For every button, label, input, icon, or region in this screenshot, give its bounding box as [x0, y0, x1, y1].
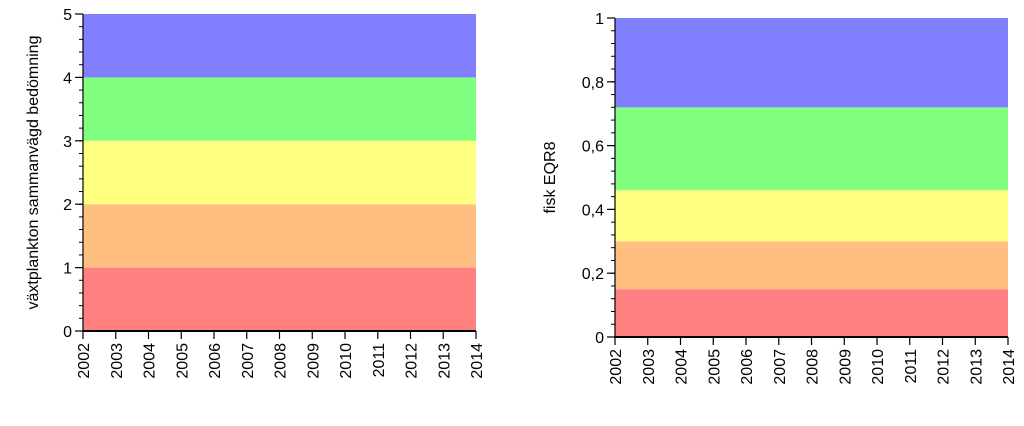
class-band-2: [615, 190, 1008, 242]
x-tick-label: 2010: [338, 343, 355, 379]
y-tick-label: 4: [63, 70, 72, 87]
x-tick-label: 2012: [404, 343, 421, 379]
y-axis-title: växtplankton sammanvägd bedömning: [25, 36, 42, 310]
x-tick-label: 2013: [436, 343, 453, 379]
x-tick-label: 2004: [674, 349, 691, 385]
class-band-3: [83, 77, 476, 141]
y-tick-label: 3: [63, 134, 72, 151]
class-band-4: [83, 14, 476, 78]
x-tick-label: 2002: [76, 343, 93, 379]
y-tick-label: 5: [63, 7, 72, 24]
class-band-4: [615, 18, 1008, 108]
class-band-0: [615, 289, 1008, 337]
y-tick-label: 2: [63, 197, 72, 214]
y-axis-title: fisk EQR8: [542, 141, 559, 213]
class-band-0: [83, 267, 476, 331]
chart-right-fish-eqr8: 0 0,2 0,4 0,6 0,8 1 2002 2003 2004 2005 2006 2007 20…: [542, 11, 1018, 385]
x-tick-label: 2010: [870, 349, 887, 385]
x-tick-label: 2012: [936, 349, 953, 385]
x-tick-label: 2014: [1001, 349, 1018, 385]
x-tick-label: 2005: [706, 349, 723, 385]
chart-left-phytoplankton: 0 1 2 3 4 5 2002 2003 2004 2005 2006 2007 2008 2009 20…: [25, 7, 486, 379]
class-band-1: [83, 204, 476, 268]
x-tick-label: 2009: [305, 343, 322, 379]
y-tick-label: 0,6: [582, 139, 604, 156]
x-tick-label: 2013: [968, 349, 985, 385]
class-band-2: [83, 140, 476, 205]
x-tick-label: 2003: [641, 349, 658, 385]
x-tick-label: 2007: [240, 343, 257, 379]
x-tick-label: 2002: [608, 349, 625, 385]
x-tick-label: 2006: [207, 343, 224, 379]
y-tick-label: 1: [63, 261, 72, 278]
x-tick-label: 2007: [772, 349, 789, 385]
x-tick-label: 2003: [109, 343, 126, 379]
y-tick-label: 0,4: [582, 202, 604, 219]
y-tick-label: 0,8: [582, 75, 604, 92]
x-tick-label: 2011: [371, 343, 388, 378]
x-tick-label: 2011: [903, 349, 920, 384]
x-tick-label: 2009: [837, 349, 854, 385]
class-band-1: [615, 241, 1008, 290]
x-tick-label: 2005: [174, 343, 191, 379]
y-tick-label: 0: [63, 324, 72, 341]
x-tick-label: 2008: [273, 343, 290, 379]
y-tick-label: 0: [595, 330, 604, 347]
y-tick-label: 0,2: [582, 266, 604, 283]
x-tick-label: 2008: [805, 349, 822, 385]
class-band-3: [615, 107, 1008, 191]
x-tick-label: 2004: [142, 343, 159, 379]
x-tick-label: 2014: [469, 343, 486, 379]
y-tick-label: 1: [595, 11, 604, 28]
x-tick-label: 2006: [739, 349, 756, 385]
